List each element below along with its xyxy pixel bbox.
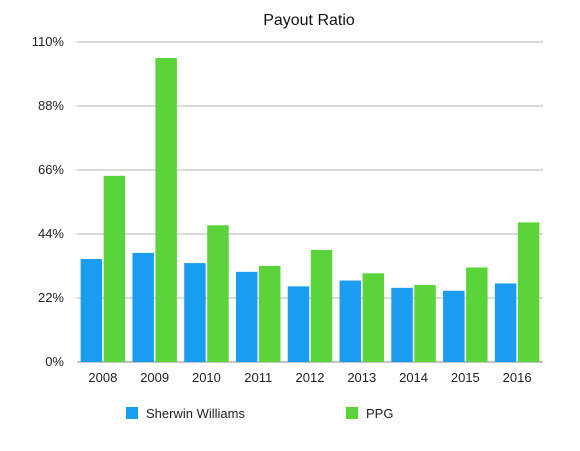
x-tick-label: 2011 xyxy=(244,370,272,385)
bar-sherwin-williams-2016 xyxy=(494,283,517,362)
bar-sherwin-williams-2014 xyxy=(391,287,413,362)
y-tick-label: 0% xyxy=(45,354,64,369)
bar-sherwin-williams-2011 xyxy=(235,271,258,362)
x-tick-label: 2008 xyxy=(88,370,117,385)
bar-ppg-2013 xyxy=(362,273,385,362)
chart-title: Payout Ratio xyxy=(263,12,355,29)
bar-ppg-2008 xyxy=(103,175,126,362)
legend: Sherwin Williams PPG xyxy=(126,406,393,421)
y-tick-label: 44% xyxy=(38,226,64,241)
x-axis-tick-labels: 2008 2009 2010 2011 2012 2013 2014 2015 2016 xyxy=(88,370,531,385)
gridlines xyxy=(77,41,543,363)
bar-sherwin-williams-2015 xyxy=(443,290,465,362)
bar-ppg-2010 xyxy=(207,225,229,362)
y-tick-label: 66% xyxy=(38,162,64,177)
x-tick-label: 2009 xyxy=(140,370,169,385)
y-tick-label: 22% xyxy=(38,290,64,305)
y-axis-tick-labels: 0% 22% 44% 66% 88% 110% xyxy=(32,34,65,369)
x-tick-label: 2014 xyxy=(399,370,428,385)
x-tick-label: 2016 xyxy=(503,370,532,385)
bars xyxy=(80,58,540,362)
bar-sherwin-williams-2008 xyxy=(80,259,103,362)
x-tick-label: 2010 xyxy=(192,370,221,385)
y-tick-label: 88% xyxy=(38,98,64,113)
legend-swatch xyxy=(126,407,138,419)
legend-label: Sherwin Williams xyxy=(146,406,245,421)
bar-sherwin-williams-2013 xyxy=(339,280,362,362)
x-tick-label: 2012 xyxy=(296,370,325,385)
bar-ppg-2011 xyxy=(258,266,281,362)
bar-ppg-2014 xyxy=(414,284,436,362)
legend-swatch xyxy=(346,407,358,419)
y-tick-label: 110% xyxy=(32,34,65,49)
bar-sherwin-williams-2010 xyxy=(184,263,206,362)
bar-ppg-2009 xyxy=(155,58,177,362)
bar-sherwin-williams-2012 xyxy=(287,286,310,362)
x-tick-label: 2013 xyxy=(347,370,376,385)
bar-ppg-2015 xyxy=(466,267,488,362)
bar-sherwin-williams-2009 xyxy=(132,252,154,362)
bar-ppg-2012 xyxy=(310,250,333,362)
legend-label: PPG xyxy=(366,406,393,421)
bar-ppg-2016 xyxy=(517,222,540,362)
x-tick-label: 2015 xyxy=(451,370,480,385)
